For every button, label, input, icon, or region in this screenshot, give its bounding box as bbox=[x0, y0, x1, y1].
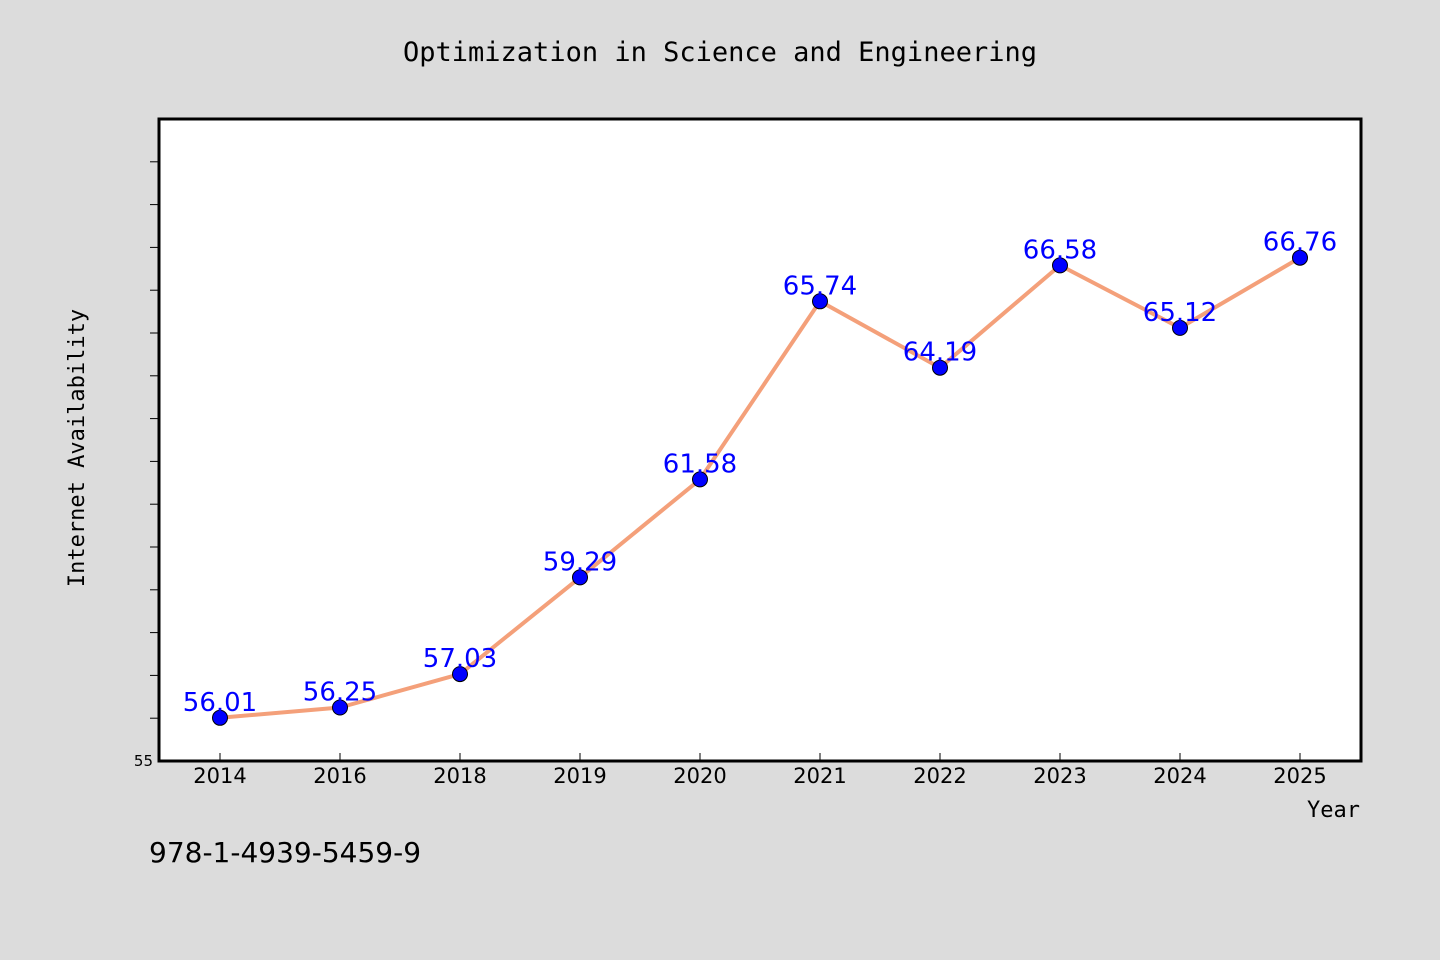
chart-title: Optimization in Science and Engineering bbox=[403, 37, 1037, 68]
data-label: 57.03 bbox=[423, 644, 497, 674]
x-tick-label: 2023 bbox=[1033, 764, 1086, 788]
y-axis-ticks bbox=[150, 161, 159, 719]
y-tick-label: 55 bbox=[134, 752, 153, 770]
data-point bbox=[1292, 249, 1308, 266]
x-tick-label: 2024 bbox=[1153, 764, 1206, 788]
plot-area bbox=[157, 117, 1363, 763]
y-axis-label: Internet Availability bbox=[65, 309, 90, 587]
data-label: 56.25 bbox=[303, 678, 377, 708]
data-point bbox=[452, 666, 468, 683]
data-point bbox=[1172, 319, 1188, 336]
data-label: 65.74 bbox=[783, 271, 857, 301]
data-label: 65.12 bbox=[1143, 298, 1217, 328]
isbn-text: 978-1-4939-5459-9 bbox=[149, 836, 421, 869]
data-labels: 56.01 56.25 57.03 59.29 61.58 65.74 64.19 66.58… bbox=[183, 228, 1337, 718]
x-axis-tick-labels: 2014 2016 2018 2019 2020 2021 2022 2023 2024 2025 bbox=[193, 764, 1326, 788]
x-tick-label: 2018 bbox=[433, 764, 486, 788]
x-tick-label: 2021 bbox=[793, 764, 846, 788]
data-label: 61.58 bbox=[663, 449, 737, 479]
x-tick-label: 2025 bbox=[1273, 764, 1326, 788]
data-point bbox=[212, 709, 228, 726]
x-tick-label: 2022 bbox=[913, 764, 966, 788]
x-tick-label: 2016 bbox=[313, 764, 366, 788]
data-point bbox=[932, 359, 948, 376]
x-tick-label: 2020 bbox=[673, 764, 726, 788]
data-point bbox=[332, 699, 348, 716]
x-axis-ticks bbox=[219, 753, 1301, 761]
data-label: 66.76 bbox=[1263, 228, 1337, 258]
x-tick-label: 2019 bbox=[553, 764, 606, 788]
series-line bbox=[218, 255, 1302, 720]
data-point bbox=[572, 569, 588, 586]
data-label: 66.58 bbox=[1023, 235, 1097, 265]
data-point bbox=[812, 293, 828, 310]
x-tick-label: 2014 bbox=[193, 764, 246, 788]
data-label: 64.19 bbox=[903, 338, 977, 368]
data-label: 56.01 bbox=[183, 688, 257, 718]
data-point bbox=[692, 471, 708, 488]
series-markers bbox=[212, 249, 1308, 726]
x-axis-label: Year bbox=[1307, 798, 1360, 823]
data-label: 59.29 bbox=[543, 547, 617, 577]
data-point bbox=[1052, 257, 1068, 274]
